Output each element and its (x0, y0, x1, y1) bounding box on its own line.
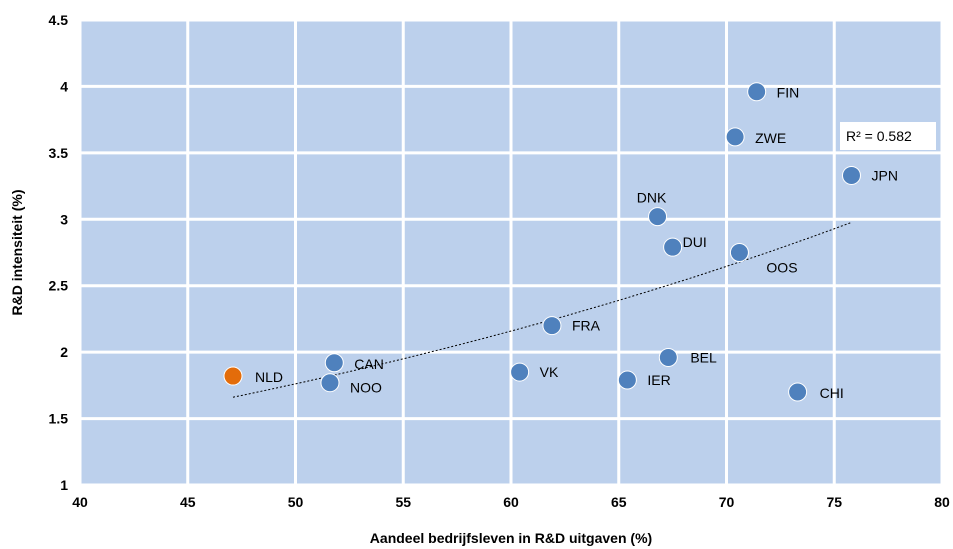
x-tick-label: 50 (288, 494, 304, 510)
y-tick-label: 1 (60, 477, 68, 493)
y-tick-label: 2.5 (49, 278, 69, 294)
point-label-zwe: ZWE (755, 130, 786, 146)
x-tick-label: 70 (719, 494, 735, 510)
data-point-jpn (841, 165, 861, 185)
y-tick-label: 1.5 (49, 411, 69, 427)
point-label-can: CAN (354, 356, 384, 372)
data-point-oos (729, 243, 749, 262)
point-label-dui: DUI (683, 234, 707, 250)
data-points: NLD CAN NOO VK FRA IER BEL DNK DUI OOS ZWE FIN JPN CH… (223, 82, 898, 402)
x-tick-label: 80 (934, 494, 950, 510)
point-label-bel: BEL (690, 349, 717, 365)
y-tick-label: 3 (60, 211, 68, 227)
data-point-dnk (648, 207, 668, 227)
y-tick-label: 3.5 (49, 145, 69, 161)
point-label-chi: CHI (820, 385, 844, 401)
y-tick-label: 4 (60, 78, 68, 94)
tick-labels: 40 45 50 55 60 65 70 75 80 1 1.5 2 2.5 3 3.5 4 4.5 (49, 12, 950, 510)
x-tick-label: 55 (395, 494, 411, 510)
y-tick-label: 2 (60, 344, 68, 360)
point-label-oos: OOS (766, 260, 797, 276)
data-point-noo (320, 373, 340, 393)
trendline (232, 221, 852, 398)
data-point-can (324, 353, 344, 373)
point-label-dnk: DNK (637, 190, 667, 206)
r-squared-box: R² = 0.582 (840, 122, 936, 150)
x-tick-label: 60 (503, 494, 519, 510)
data-point-vk (510, 362, 530, 382)
data-point-fin (747, 82, 767, 102)
y-axis-title: R&D intensiteit (%) (9, 190, 25, 316)
data-point-ier (617, 370, 637, 390)
point-label-fra: FRA (572, 318, 601, 334)
x-tick-label: 45 (180, 494, 196, 510)
x-tick-label: 65 (611, 494, 627, 510)
data-point-chi (788, 382, 808, 402)
point-label-noo: NOO (350, 380, 382, 396)
gridlines (78, 18, 944, 487)
point-label-ier: IER (647, 372, 670, 388)
y-tick-label: 4.5 (49, 12, 69, 28)
data-point-dui (663, 237, 683, 257)
point-label-jpn: JPN (871, 167, 897, 183)
data-point-bel (658, 347, 678, 367)
data-point-zwe (725, 127, 745, 147)
point-label-nld: NLD (255, 369, 283, 385)
x-axis-title: Aandeel bedrijfsleven in R&D uitgaven (%… (370, 530, 652, 546)
x-tick-label: 75 (826, 494, 842, 510)
x-tick-label: 40 (72, 494, 88, 510)
data-point-fra (542, 316, 562, 336)
point-label-vk: VK (540, 364, 559, 380)
r-squared-label: R² = 0.582 (846, 128, 912, 144)
data-point-nld (223, 366, 243, 386)
point-label-fin: FIN (777, 85, 800, 101)
